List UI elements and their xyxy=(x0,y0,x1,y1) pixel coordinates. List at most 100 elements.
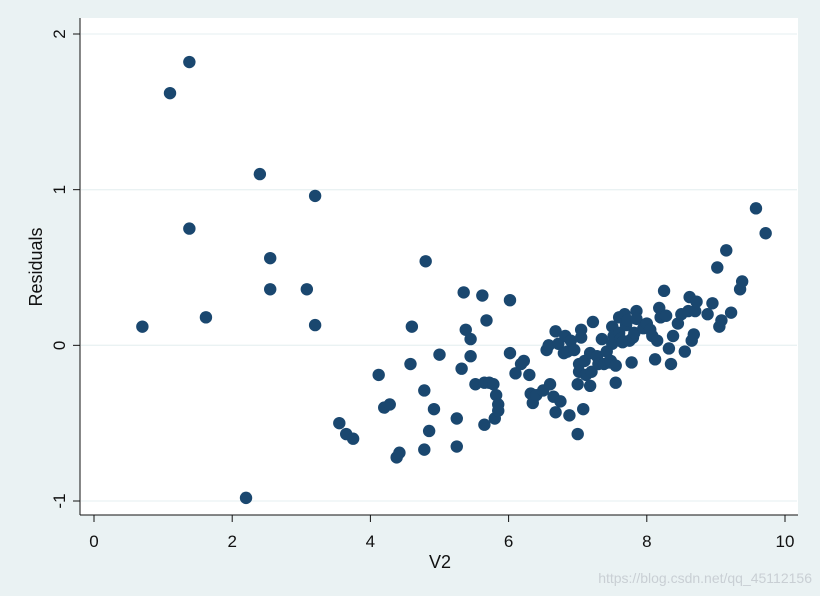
data-point xyxy=(577,402,590,416)
data-point xyxy=(563,409,576,422)
x-tick-label: 0 xyxy=(89,532,98,551)
data-point xyxy=(433,348,446,361)
data-point xyxy=(523,368,536,382)
y-tick-label: 1 xyxy=(50,185,69,194)
data-point xyxy=(489,388,503,402)
data-point xyxy=(404,357,417,371)
data-point xyxy=(503,293,517,307)
data-point xyxy=(574,323,588,336)
data-point xyxy=(678,345,692,358)
data-point xyxy=(549,406,562,419)
data-point xyxy=(568,343,581,357)
data-point xyxy=(543,378,557,391)
plot-area xyxy=(80,18,798,515)
data-point xyxy=(199,311,213,324)
data-point xyxy=(457,286,470,299)
data-point xyxy=(583,379,597,393)
data-point xyxy=(706,297,719,310)
x-tick-label: 6 xyxy=(504,532,513,551)
y-tick-label: 2 xyxy=(50,29,69,38)
data-point xyxy=(609,359,622,372)
data-point xyxy=(554,395,567,408)
data-point xyxy=(517,354,531,368)
data-point xyxy=(759,227,772,240)
data-point xyxy=(671,317,685,330)
data-point xyxy=(346,432,360,445)
x-tick-label: 2 xyxy=(227,532,236,551)
data-point xyxy=(136,320,149,333)
data-point xyxy=(659,309,673,322)
data-point xyxy=(724,306,738,319)
data-point xyxy=(625,356,638,369)
data-point xyxy=(405,320,419,333)
data-point xyxy=(308,318,322,332)
data-point xyxy=(264,251,277,265)
data-point xyxy=(690,295,703,308)
data-point xyxy=(664,357,678,371)
data-point xyxy=(662,342,676,355)
data-point xyxy=(450,440,463,453)
data-points xyxy=(136,55,772,505)
data-point xyxy=(657,284,671,298)
data-point xyxy=(418,384,431,397)
data-point xyxy=(749,202,763,215)
x-tick-label: 4 xyxy=(366,532,375,551)
data-point xyxy=(183,55,196,69)
data-point xyxy=(163,86,177,100)
data-point xyxy=(476,289,489,302)
data-point xyxy=(571,378,584,391)
axes: -1 0 1 2 0 2 4 6 8 10 xyxy=(50,18,798,551)
data-point xyxy=(383,398,396,411)
data-point xyxy=(564,334,577,347)
data-point xyxy=(609,376,622,389)
data-point xyxy=(542,339,555,352)
data-point xyxy=(459,323,472,336)
x-axis-title: V2 xyxy=(429,552,451,572)
data-point xyxy=(701,308,714,321)
data-point xyxy=(478,418,491,431)
data-point xyxy=(711,261,724,274)
data-point xyxy=(595,332,609,346)
y-axis-title: Residuals xyxy=(26,227,46,306)
x-tick-label: 8 xyxy=(642,532,651,551)
data-point xyxy=(455,362,468,375)
data-point xyxy=(509,367,522,380)
data-point xyxy=(630,312,643,326)
data-point xyxy=(300,283,314,296)
data-point xyxy=(464,350,477,363)
data-point xyxy=(422,424,436,438)
data-point xyxy=(688,304,702,318)
data-point xyxy=(419,255,432,268)
data-point xyxy=(333,416,346,430)
data-point xyxy=(720,244,733,257)
data-point xyxy=(650,334,664,347)
data-point xyxy=(648,353,662,366)
data-point xyxy=(372,368,385,382)
data-point xyxy=(183,222,196,235)
data-point xyxy=(308,189,322,203)
data-point xyxy=(487,378,500,391)
data-point xyxy=(427,402,441,416)
data-point xyxy=(549,325,562,338)
x-tick-label: 10 xyxy=(776,532,795,551)
y-tick-label: 0 xyxy=(50,341,69,350)
data-point xyxy=(393,446,406,459)
data-point xyxy=(571,427,584,441)
data-point xyxy=(264,283,277,296)
data-point xyxy=(464,332,477,346)
data-point xyxy=(715,314,728,327)
watermark-text: https://blog.csdn.net/qq_45112156 xyxy=(598,570,812,586)
data-point xyxy=(450,412,463,425)
data-point xyxy=(586,315,600,329)
data-point xyxy=(492,404,505,417)
data-point xyxy=(239,491,253,505)
data-point xyxy=(253,167,267,181)
data-point xyxy=(735,275,749,288)
data-point xyxy=(480,314,493,327)
gridlines xyxy=(81,33,797,502)
data-point xyxy=(687,328,700,341)
data-point xyxy=(503,346,517,360)
y-tick-label: -1 xyxy=(50,493,69,508)
